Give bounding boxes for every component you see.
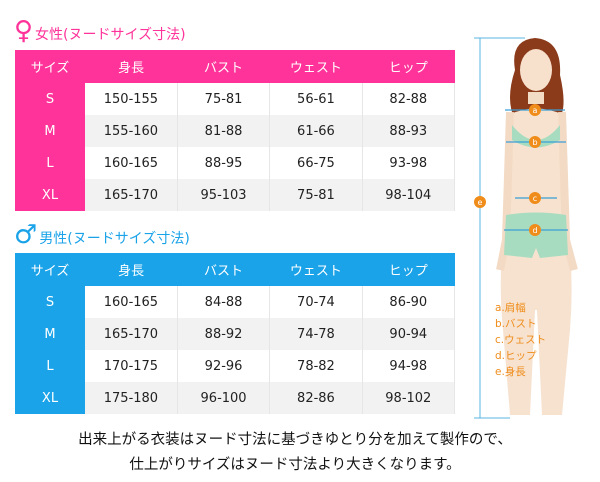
column-header: サイズ [15, 253, 85, 286]
table-cell: 165-170 [85, 179, 178, 211]
size-label: XL [15, 179, 85, 211]
legend-item: c.ウェスト [495, 334, 547, 346]
column-header: サイズ [15, 50, 85, 83]
column-header: ヒップ [362, 50, 455, 83]
column-header: ウェスト [269, 253, 363, 286]
legend-item: d.ヒップ [495, 350, 537, 362]
table-cell: 95-103 [177, 179, 271, 211]
marker-c: c [533, 194, 537, 203]
men-title: ♂ 男性(ヌードサイズ寸法) [14, 222, 190, 248]
table-cell: 74-78 [269, 318, 363, 350]
column-header: ウェスト [269, 50, 363, 83]
size-label: S [15, 286, 85, 318]
size-label: M [15, 318, 85, 350]
caption-line-2: 仕上がりサイズはヌード寸法より大きくなります。 [129, 457, 461, 473]
table-cell: 75-81 [177, 83, 271, 115]
marker-a: a [533, 106, 538, 115]
table-cell: 160-165 [85, 147, 178, 179]
table-cell: 92-96 [177, 350, 271, 382]
measurement-legend: a.肩幅 b.バスト c.ウェスト d.ヒップ e.身長 [495, 300, 546, 380]
table-row: L 160-165 88-95 66-75 93-98 [15, 147, 456, 179]
table-row: M 165-170 88-92 74-78 90-94 [15, 318, 456, 350]
column-header: 身長 [85, 50, 178, 83]
table-row: L 170-175 92-96 78-82 94-98 [15, 350, 456, 382]
table-row: S 150-155 75-81 56-61 82-88 [15, 83, 456, 115]
table-cell: 165-170 [85, 318, 178, 350]
marker-b: b [532, 138, 537, 147]
table-cell: 90-94 [362, 318, 456, 350]
column-header: バスト [177, 50, 270, 83]
size-label: L [15, 147, 85, 179]
table-cell: 61-66 [269, 115, 363, 147]
table-cell: 88-93 [362, 115, 456, 147]
women-size-table: サイズ 身長 バスト ウェスト ヒップ S 150-155 75-81 56-61 82-88 M 1… [15, 50, 456, 211]
table-cell: 82-86 [269, 382, 363, 414]
caption-line-1: 出来上がる衣装はヌード寸法に基づきゆとり分を加えて製作ので、 [78, 432, 512, 448]
marker-d: d [532, 226, 537, 235]
female-symbol-icon: ♀ [14, 16, 34, 46]
header-row: サイズ 身長 バスト ウェスト ヒップ [15, 50, 455, 83]
column-header: ヒップ [362, 253, 455, 286]
men-title-text: 男性(ヌードサイズ寸法) [39, 231, 190, 247]
table-cell: 66-75 [269, 147, 363, 179]
size-label: S [15, 83, 85, 115]
table-cell: 81-88 [177, 115, 271, 147]
table-cell: 84-88 [177, 286, 271, 318]
table-row: M 155-160 81-88 61-66 88-93 [15, 115, 456, 147]
table-cell: 70-74 [269, 286, 363, 318]
legend-item: e.身長 [495, 366, 526, 378]
table-row: XL 165-170 95-103 75-81 98-104 [15, 179, 456, 211]
table-cell: 98-102 [362, 382, 456, 414]
women-title: ♀ 女性(ヌードサイズ寸法) [14, 18, 186, 44]
table-cell: 98-104 [362, 179, 456, 211]
table-cell: 150-155 [85, 83, 178, 115]
table-cell: 82-88 [362, 83, 456, 115]
table-cell: 160-165 [85, 286, 178, 318]
table-cell: 88-95 [177, 147, 271, 179]
men-size-table: サイズ 身長 バスト ウェスト ヒップ S 160-165 84-88 70-74 86-90 M 1… [15, 253, 456, 414]
column-header: 身長 [85, 253, 178, 286]
table-cell: 175-180 [85, 382, 178, 414]
table-cell: 94-98 [362, 350, 456, 382]
body-measurement-figure: a b c d e [474, 37, 578, 419]
column-header: バスト [177, 253, 270, 286]
table-cell: 86-90 [362, 286, 456, 318]
size-label: L [15, 350, 85, 382]
size-label: M [15, 115, 85, 147]
marker-e: e [478, 198, 483, 207]
table-cell: 56-61 [269, 83, 363, 115]
header-row: サイズ 身長 バスト ウェスト ヒップ [15, 253, 455, 286]
legend-item: a.肩幅 [495, 302, 526, 314]
size-label: XL [15, 382, 85, 414]
table-row: S 160-165 84-88 70-74 86-90 [15, 286, 456, 318]
table-cell: 93-98 [362, 147, 456, 179]
women-title-text: 女性(ヌードサイズ寸法) [35, 27, 186, 43]
male-symbol-icon: ♂ [14, 220, 38, 250]
table-cell: 96-100 [177, 382, 271, 414]
table-cell: 75-81 [269, 179, 363, 211]
table-cell: 88-92 [177, 318, 271, 350]
table-cell: 155-160 [85, 115, 178, 147]
table-cell: 78-82 [269, 350, 363, 382]
legend-item: b.バスト [495, 318, 537, 330]
table-cell: 170-175 [85, 350, 178, 382]
table-row: XL 175-180 96-100 82-86 98-102 [15, 382, 456, 414]
